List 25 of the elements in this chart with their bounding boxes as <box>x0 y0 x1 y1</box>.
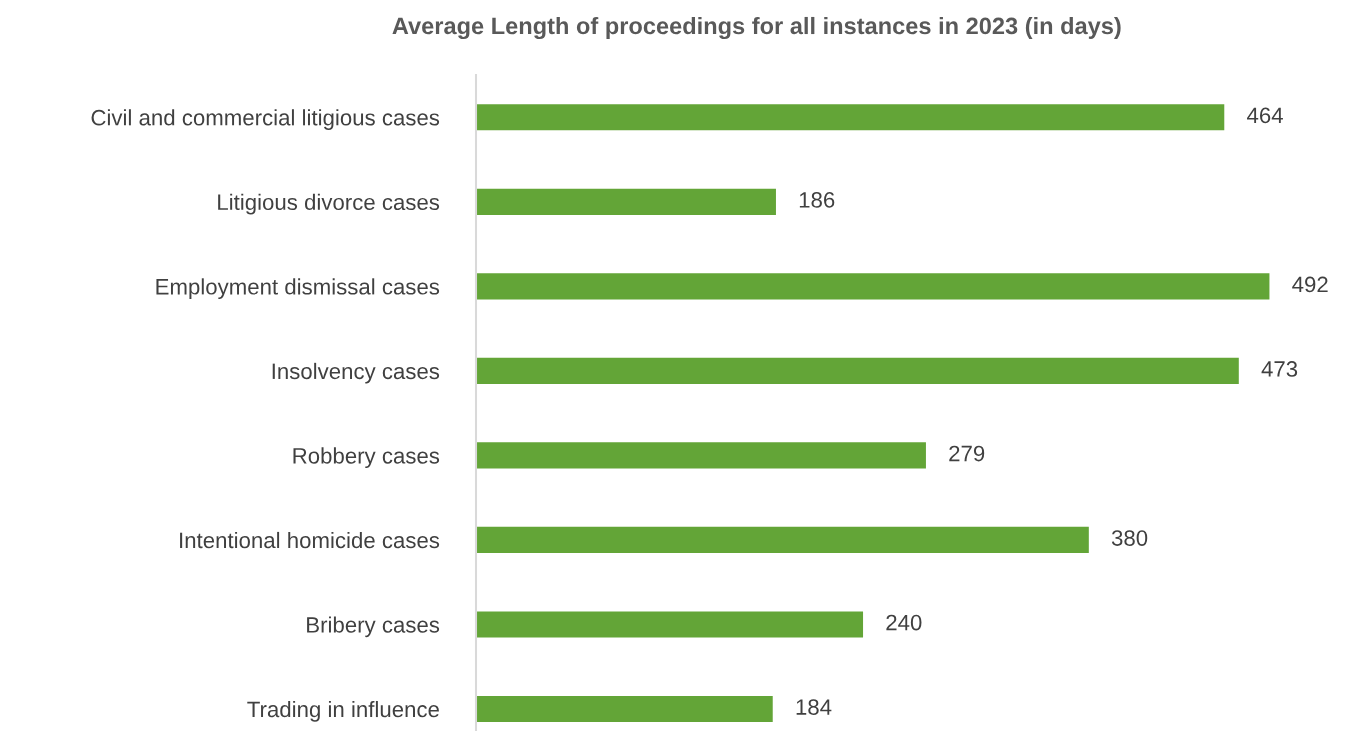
data-label: 186 <box>799 192 835 208</box>
bar <box>476 357 1239 384</box>
bar <box>476 104 1225 131</box>
y-tick-label: Intentional homicide cases <box>180 531 440 549</box>
chart-title: Average Length of proceedings for all instances in 2023 (in days) <box>392 16 1121 40</box>
y-tick-label: Bribery cases <box>307 616 440 638</box>
y-tick-label: Litigious divorce cases <box>218 193 440 215</box>
bar <box>476 695 773 723</box>
y-tick-label: Robbery cases <box>293 447 440 469</box>
data-label: 473 <box>1261 361 1298 377</box>
data-label: 492 <box>1292 276 1328 293</box>
bar <box>476 273 1270 300</box>
bar <box>476 442 926 469</box>
bar <box>476 611 864 638</box>
y-tick-label: Civil and commercial litigious cases <box>91 109 440 130</box>
bar <box>476 526 1089 554</box>
data-label: 184 <box>796 699 832 715</box>
data-label: 240 <box>886 614 922 631</box>
data-label: 279 <box>949 445 985 462</box>
y-tick-label: Insolvency cases <box>272 362 440 384</box>
bar <box>476 188 776 215</box>
y-tick-label: Employment dismissal cases <box>156 278 440 299</box>
y-tick-label: Trading in influence <box>247 700 439 722</box>
data-label: 380 <box>1111 530 1148 546</box>
data-label: 464 <box>1247 107 1283 124</box>
